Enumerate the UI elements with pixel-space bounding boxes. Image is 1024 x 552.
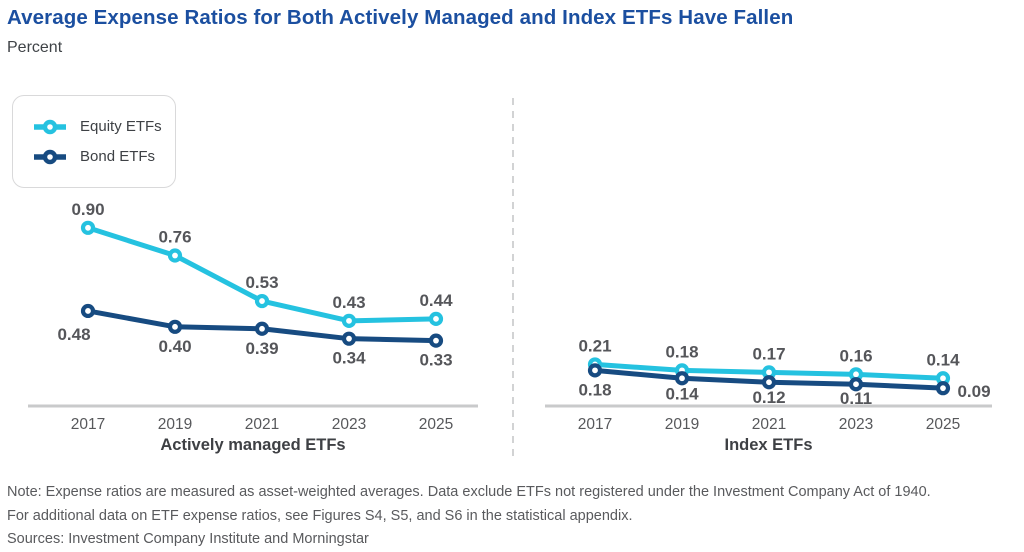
- note-text: Note: Expense ratios are measured as ass…: [7, 480, 1021, 528]
- data-point-label: 0.53: [245, 273, 278, 292]
- data-point-equity-etfs: [167, 248, 183, 263]
- data-point-label: 0.14: [926, 350, 960, 369]
- chart-subtitle-percent: Percent: [7, 39, 63, 56]
- chart-title: Average Expense Ratios for Both Actively…: [7, 6, 794, 29]
- x-tick-label: 2017: [578, 416, 612, 433]
- panel-title: Index ETFs: [724, 436, 812, 454]
- data-point-equity-etfs: [428, 311, 444, 326]
- data-point-bond-etfs: [587, 363, 603, 378]
- legend-item-equity: Equity ETFs: [32, 118, 175, 135]
- data-point-bond-etfs: [341, 331, 357, 346]
- data-point-bond-etfs: [254, 321, 270, 336]
- x-tick-label: 2023: [839, 416, 873, 433]
- data-point-equity-etfs: [341, 313, 357, 328]
- equity-series-marker-icon: [34, 119, 66, 134]
- data-point-bond-etfs: [935, 381, 951, 396]
- data-point-equity-etfs: [80, 220, 96, 235]
- data-point-label: 0.48: [57, 325, 90, 344]
- x-tick-label: 2017: [71, 416, 105, 433]
- data-point-bond-etfs: [80, 303, 96, 319]
- chart-canvas: 2017 2019 2021 2023 2025 Actively managed ETF…: [28, 98, 992, 456]
- legend-label-equity: Equity ETFs: [80, 118, 162, 135]
- data-point-bond-etfs: [761, 375, 777, 390]
- x-tick-label: 2021: [752, 416, 786, 433]
- note-line-2: For additional data on ETF expense ratio…: [7, 508, 633, 524]
- data-point-label: 0.18: [578, 380, 611, 399]
- data-point-bond-etfs: [428, 333, 444, 348]
- data-point-label: 0.40: [158, 337, 191, 356]
- legend: Equity ETFs Bond ETFs: [12, 95, 176, 188]
- data-point-label: 0.11: [840, 389, 872, 408]
- data-point-bond-etfs: [674, 371, 690, 386]
- legend-label-bond: Bond ETFs: [80, 148, 156, 165]
- note-line-1: Note: Expense ratios are measured as ass…: [7, 484, 931, 500]
- data-point-label: 0.12: [752, 388, 785, 407]
- legend-item-bond: Bond ETFs: [32, 148, 175, 165]
- data-point-label: 0.09: [957, 382, 990, 401]
- x-tick-label: 2019: [665, 416, 699, 433]
- data-point-label: 0.14: [665, 384, 699, 403]
- data-point-label: 0.90: [71, 200, 104, 219]
- x-tick-label: 2023: [332, 416, 366, 433]
- data-point-label: 0.34: [332, 349, 366, 368]
- x-tick-label: 2025: [419, 416, 453, 433]
- data-point-label: 0.39: [245, 339, 278, 358]
- data-point-label: 0.17: [752, 344, 785, 363]
- data-point-label: 0.76: [158, 228, 191, 247]
- data-point-label: 0.44: [419, 291, 453, 310]
- panel-title: Actively managed ETFs: [160, 436, 345, 454]
- data-point-label: 0.43: [332, 293, 365, 312]
- bond-series-marker-icon: [34, 149, 66, 164]
- data-point-label: 0.33: [419, 351, 452, 370]
- data-point-equity-etfs: [254, 293, 270, 309]
- data-point-label: 0.21: [578, 336, 611, 355]
- x-tick-label: 2021: [245, 416, 279, 433]
- data-point-bond-etfs: [167, 319, 183, 334]
- sources-text: Sources: Investment Company Institute an…: [7, 531, 369, 547]
- x-tick-label: 2025: [926, 416, 960, 433]
- x-tick-label: 2019: [158, 416, 192, 433]
- data-point-label: 0.16: [839, 346, 872, 365]
- data-point-label: 0.18: [665, 342, 698, 361]
- data-point-bond-etfs: [848, 377, 864, 392]
